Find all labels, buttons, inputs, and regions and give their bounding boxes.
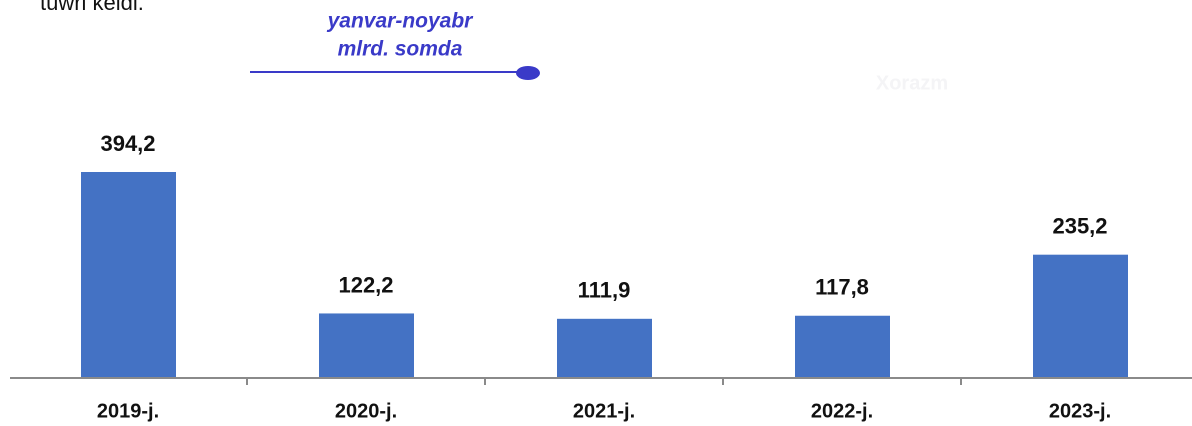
x-tick-label: 2019-j.	[97, 400, 159, 422]
bar	[1033, 254, 1128, 377]
bar	[795, 315, 890, 377]
value-label: 394,2	[100, 131, 155, 156]
bar	[557, 318, 652, 377]
value-label: 122,2	[338, 272, 393, 297]
value-label: 111,9	[578, 278, 631, 303]
value-label: 117,8	[815, 275, 869, 300]
watermark: Xorazm	[876, 72, 948, 94]
bar	[81, 172, 176, 377]
x-tick-label: 2021-j.	[573, 400, 635, 422]
bar	[319, 313, 414, 377]
heading: tuwri keldi.	[40, 0, 144, 15]
x-tick-label: 2022-j.	[811, 400, 873, 422]
value-label: 235,2	[1052, 213, 1107, 238]
subtitle: mlrd. somda	[338, 38, 463, 61]
subtitle-dot	[516, 66, 540, 80]
x-tick-label: 2020-j.	[335, 400, 397, 422]
subtitle: yanvar-noyabr	[327, 10, 475, 33]
x-tick-label: 2023-j.	[1049, 400, 1111, 422]
